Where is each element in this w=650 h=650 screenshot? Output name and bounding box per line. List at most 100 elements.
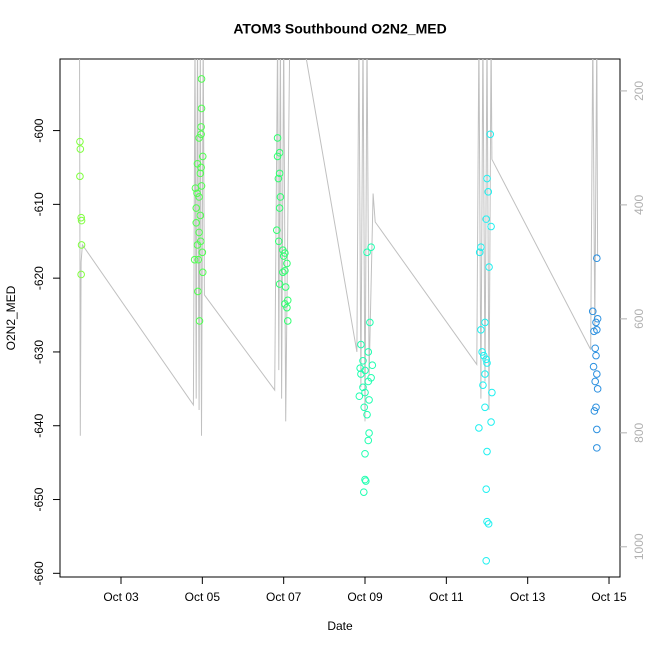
y-tick-label: -650 (32, 487, 46, 511)
y2-tick-label: 1000 (632, 533, 646, 560)
point (197, 182, 206, 190)
y-tick-label: -630 (32, 340, 46, 364)
x-tick-label: Oct 09 (347, 590, 383, 604)
point (475, 424, 483, 432)
point (479, 381, 487, 389)
point (196, 211, 205, 220)
point (593, 314, 602, 323)
point (592, 351, 600, 360)
point (483, 359, 491, 367)
point (281, 283, 290, 291)
y2-tick-label: 200 (632, 81, 646, 101)
point (364, 436, 373, 445)
point (366, 318, 374, 327)
point (197, 123, 205, 131)
point (477, 243, 485, 251)
x-axis-label: Date (327, 619, 353, 633)
point (487, 418, 495, 426)
point (486, 130, 495, 139)
point (589, 362, 598, 371)
point (357, 340, 365, 349)
point (485, 263, 493, 271)
y2-tick-label: 800 (632, 422, 646, 442)
y2-tick-label: 400 (632, 195, 646, 215)
point (273, 134, 282, 142)
point (481, 403, 489, 412)
pressure-line (79, 59, 599, 436)
point (592, 318, 600, 327)
point (590, 327, 598, 336)
point (363, 248, 371, 257)
point (591, 344, 599, 353)
x-tick-label: Oct 05 (185, 590, 221, 604)
point (272, 226, 281, 234)
point (198, 248, 207, 257)
point (195, 134, 203, 142)
y-tick-label: -620 (32, 266, 46, 290)
point (275, 148, 284, 157)
point (76, 137, 84, 146)
point (195, 228, 203, 237)
point (593, 370, 601, 378)
point (590, 407, 599, 415)
point (76, 145, 85, 153)
point (275, 169, 284, 178)
point (76, 172, 84, 181)
point (193, 241, 202, 249)
point (487, 222, 495, 231)
point (482, 355, 491, 364)
point (281, 300, 289, 308)
point (275, 204, 284, 212)
point (192, 204, 201, 212)
point (363, 410, 371, 419)
x-tick-label: Oct 13 (510, 590, 546, 604)
point (77, 241, 86, 249)
point (274, 174, 283, 183)
point (588, 307, 597, 316)
point (483, 174, 491, 183)
point (362, 477, 370, 485)
x-tick-label: Oct 11 (429, 590, 464, 604)
plot-area (76, 59, 602, 565)
point (281, 266, 289, 275)
point (190, 255, 199, 264)
point (593, 254, 601, 263)
point (364, 377, 373, 386)
point (356, 364, 364, 372)
point (193, 189, 201, 198)
point (592, 403, 600, 412)
point (283, 317, 292, 325)
point (475, 248, 484, 257)
point (197, 130, 205, 139)
point (481, 370, 489, 378)
point (273, 152, 282, 161)
point (360, 403, 368, 412)
point (77, 213, 85, 222)
point (364, 348, 373, 356)
point (283, 303, 291, 312)
x-tick-label: Oct 03 (103, 590, 139, 604)
point (77, 270, 85, 279)
point (368, 361, 377, 370)
point (359, 383, 367, 392)
point (593, 444, 601, 452)
point (593, 425, 601, 434)
point (361, 388, 369, 397)
point (361, 449, 369, 458)
point (197, 163, 205, 172)
x-tick-label: Oct 07 (266, 590, 302, 604)
point (283, 259, 291, 268)
point (196, 169, 205, 178)
point (359, 488, 368, 496)
point (195, 193, 203, 201)
point (355, 392, 364, 401)
point (591, 377, 599, 386)
chart-title: ATOM3 Southbound O2N2_MED (233, 21, 446, 37)
plot-box (59, 58, 621, 578)
point (275, 280, 284, 288)
x-tick-label: Oct 15 (591, 590, 627, 604)
y-tick-label: -660 (32, 561, 46, 585)
y-tick-label: -640 (32, 413, 46, 437)
point (197, 104, 206, 113)
